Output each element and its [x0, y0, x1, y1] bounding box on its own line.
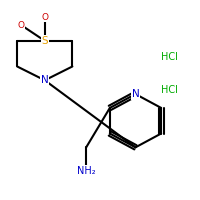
- Text: NH₂: NH₂: [77, 166, 96, 176]
- Text: HCl: HCl: [161, 85, 177, 95]
- Text: HCl: HCl: [161, 52, 177, 62]
- Text: N: N: [132, 89, 139, 99]
- Text: S: S: [41, 36, 48, 46]
- Text: O: O: [41, 13, 48, 22]
- Text: N: N: [41, 75, 49, 85]
- Text: O: O: [18, 21, 25, 30]
